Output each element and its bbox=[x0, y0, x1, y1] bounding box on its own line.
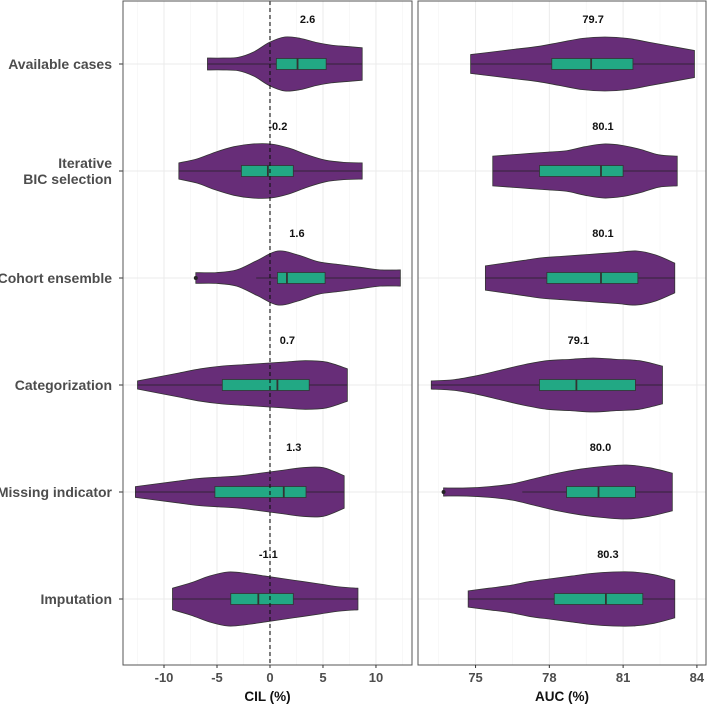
x-tick-label: 75 bbox=[468, 670, 482, 685]
outlier-point bbox=[193, 276, 198, 280]
median-label: 80.3 bbox=[597, 549, 618, 561]
y-axis-label: BIC selection bbox=[23, 171, 112, 187]
box bbox=[539, 165, 624, 177]
outlier-point bbox=[441, 490, 446, 494]
box bbox=[553, 593, 644, 605]
x-tick-label: -10 bbox=[155, 670, 174, 685]
box bbox=[214, 486, 307, 498]
y-axis-label: Categorization bbox=[15, 377, 112, 393]
x-axis-title: CIL (%) bbox=[244, 689, 290, 704]
x-tick-label: 5 bbox=[319, 670, 326, 685]
median-label: 2.6 bbox=[300, 14, 315, 26]
box bbox=[221, 379, 310, 391]
box bbox=[566, 486, 636, 498]
box bbox=[546, 272, 639, 284]
median-label: 80.1 bbox=[592, 228, 613, 240]
x-tick-label: -5 bbox=[211, 670, 223, 685]
median-label: 0.7 bbox=[280, 335, 295, 347]
x-tick-label: 10 bbox=[369, 670, 383, 685]
y-axis-label: Cohort ensemble bbox=[0, 270, 112, 286]
box bbox=[230, 593, 294, 605]
x-tick-label: 84 bbox=[690, 670, 705, 685]
x-tick-label: 0 bbox=[266, 670, 273, 685]
median-label: 1.3 bbox=[286, 442, 301, 454]
y-axis-label: Missing indicator bbox=[0, 484, 113, 500]
box bbox=[275, 58, 327, 70]
box bbox=[277, 272, 326, 284]
median-label: 79.7 bbox=[582, 14, 603, 26]
panel-border bbox=[122, 0, 413, 666]
panel-background bbox=[123, 1, 412, 665]
median-label: 1.6 bbox=[289, 228, 304, 240]
median-label: -1.1 bbox=[259, 549, 278, 561]
panel-border bbox=[417, 0, 707, 666]
panel-background bbox=[418, 1, 706, 665]
box bbox=[551, 58, 634, 70]
median-label: 80.0 bbox=[590, 442, 611, 454]
y-axis-label: Iterative bbox=[58, 155, 112, 171]
median-label: -0.2 bbox=[268, 121, 287, 133]
x-tick-label: 81 bbox=[616, 670, 630, 685]
x-tick-label: 78 bbox=[542, 670, 556, 685]
y-axis-label: Available cases bbox=[8, 56, 112, 72]
median-label: 79.1 bbox=[568, 335, 589, 347]
x-axis-title: AUC (%) bbox=[535, 689, 589, 704]
box bbox=[539, 379, 636, 391]
y-axis-label: Imputation bbox=[40, 591, 112, 607]
median-label: 80.1 bbox=[592, 121, 613, 133]
